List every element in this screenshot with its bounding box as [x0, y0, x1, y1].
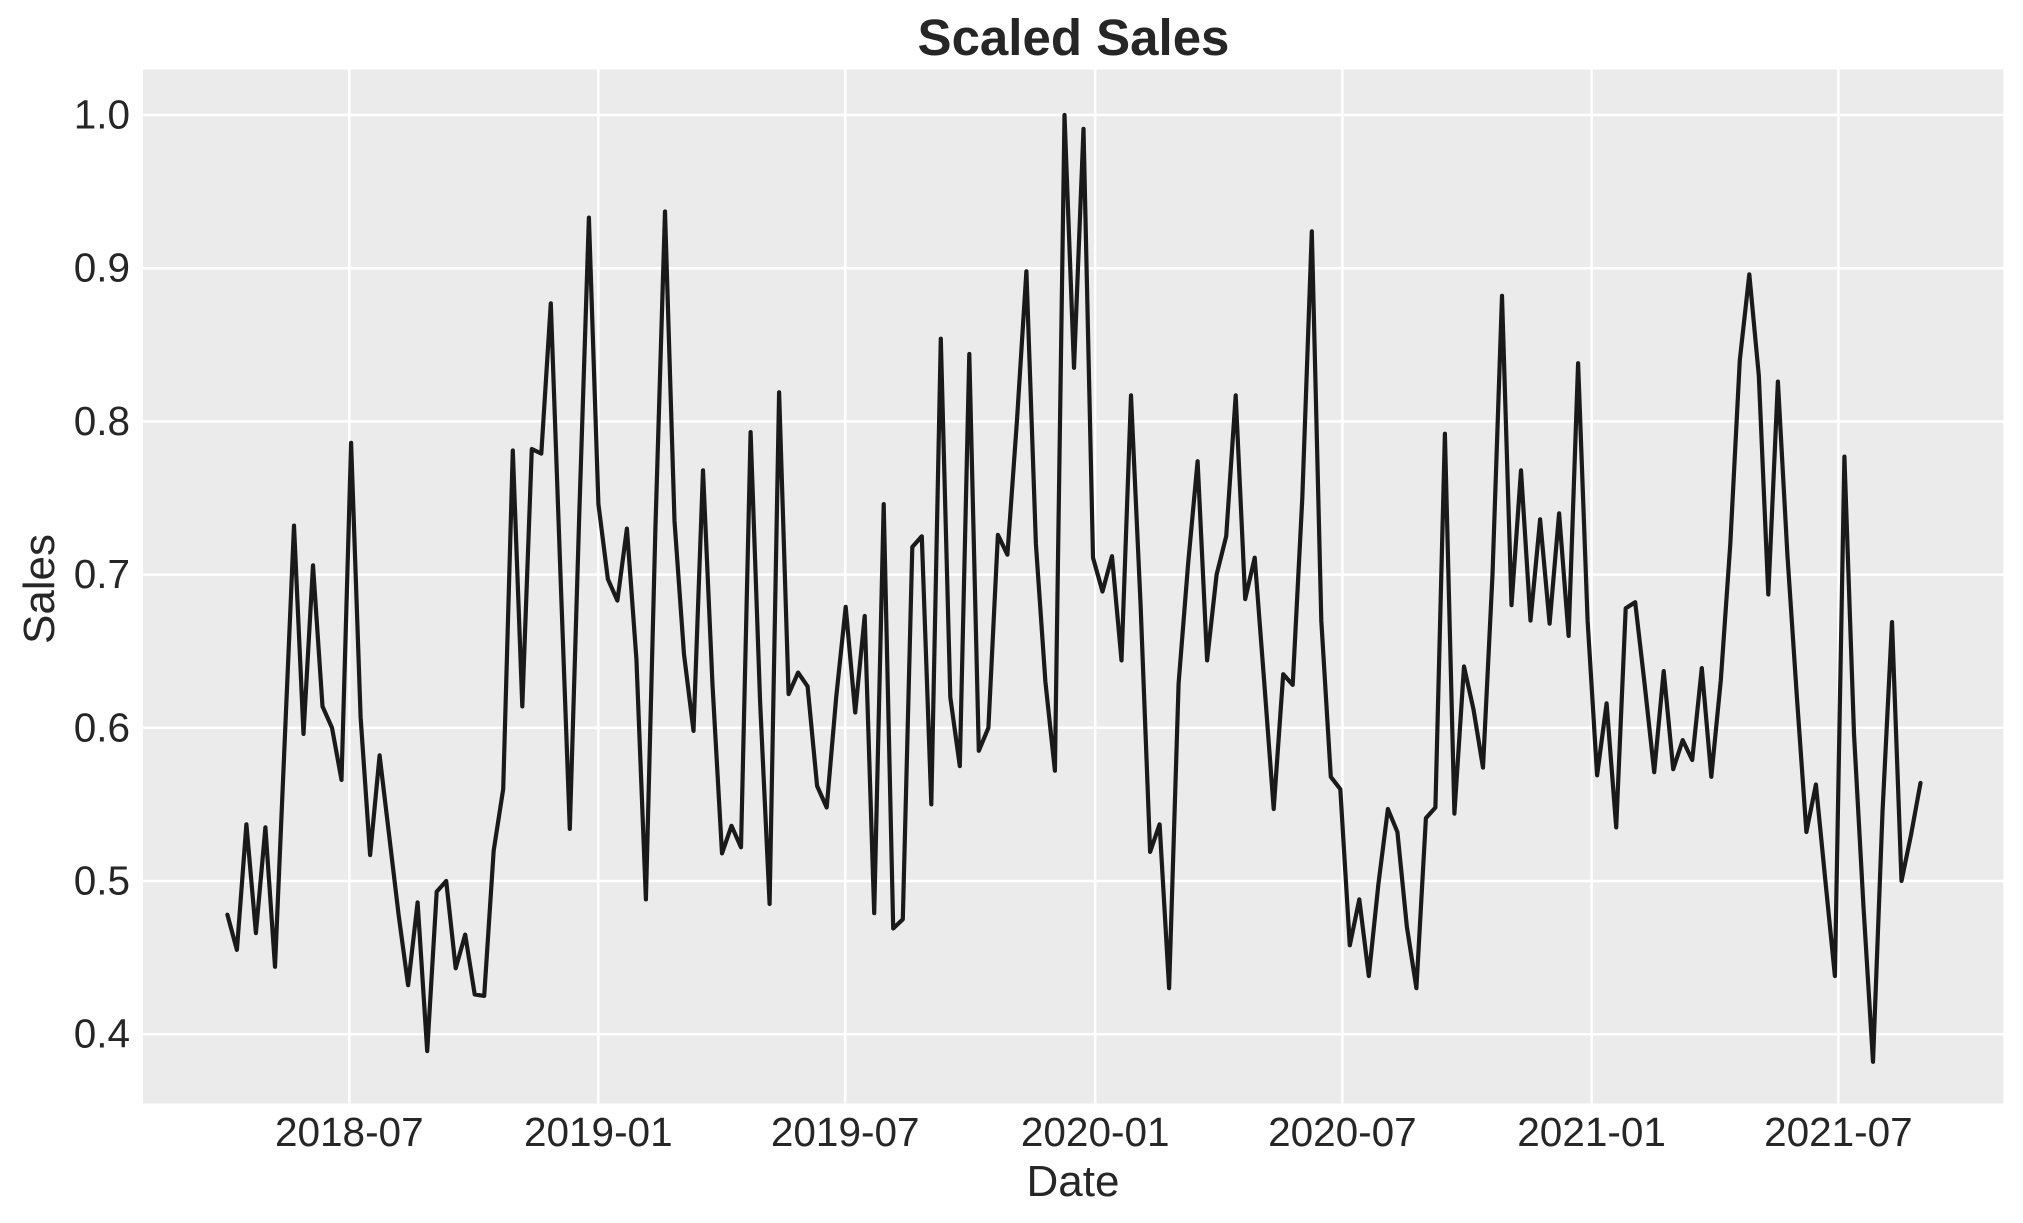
svg-text:2020-07: 2020-07	[1268, 1109, 1417, 1155]
svg-text:2019-01: 2019-01	[524, 1109, 673, 1155]
svg-text:2021-07: 2021-07	[1764, 1109, 1913, 1155]
svg-text:2020-01: 2020-01	[1021, 1109, 1170, 1155]
svg-text:0.7: 0.7	[74, 551, 130, 597]
svg-text:0.8: 0.8	[74, 398, 130, 444]
svg-text:0.5: 0.5	[74, 858, 130, 904]
svg-text:0.6: 0.6	[74, 704, 130, 750]
svg-text:Scaled Sales: Scaled Sales	[918, 9, 1230, 66]
svg-text:0.4: 0.4	[74, 1011, 130, 1057]
svg-text:Date: Date	[1027, 1157, 1120, 1206]
svg-text:Sales: Sales	[15, 534, 64, 644]
svg-text:2018-07: 2018-07	[275, 1109, 424, 1155]
svg-text:0.9: 0.9	[74, 245, 130, 291]
svg-text:1.0: 1.0	[74, 92, 130, 138]
svg-text:2021-01: 2021-01	[1517, 1109, 1666, 1155]
svg-text:2019-07: 2019-07	[771, 1109, 920, 1155]
